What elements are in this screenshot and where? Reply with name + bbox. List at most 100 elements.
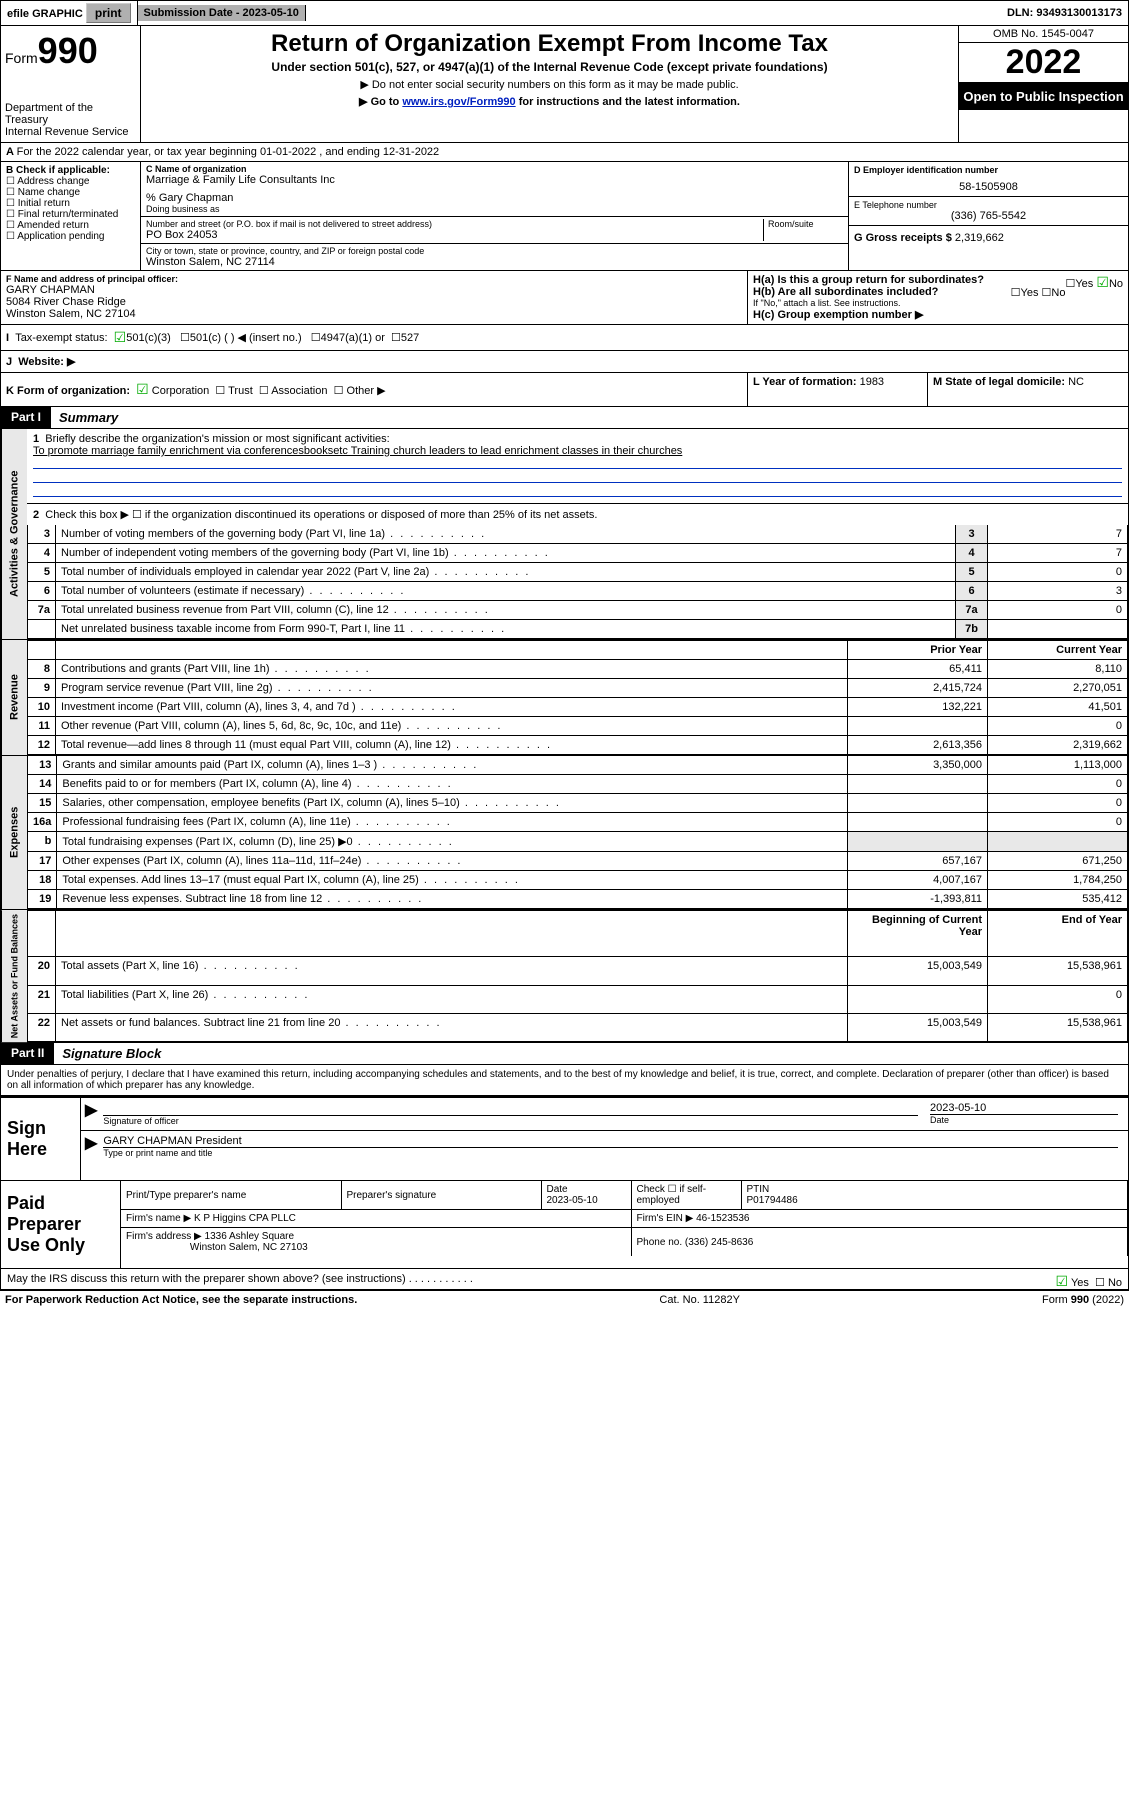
vlabel-na: Net Assets or Fund Balances: [1, 910, 27, 1042]
block-b: B Check if applicable: ☐ Address change …: [1, 162, 141, 270]
declaration-text: Under penalties of perjury, I declare th…: [0, 1065, 1129, 1096]
ptin-label: PTIN: [747, 1184, 770, 1195]
signer-name: GARY CHAPMAN President: [103, 1135, 1118, 1147]
firm-ein: 46-1523536: [696, 1213, 749, 1224]
page-footer: For Paperwork Reduction Act Notice, see …: [0, 1290, 1129, 1309]
chk-amended[interactable]: ☐ Amended return: [6, 220, 135, 231]
table-ag: 3Number of voting members of the governi…: [27, 525, 1128, 639]
firm-phone: (336) 245-8636: [685, 1237, 753, 1248]
dba-label: Doing business as: [146, 204, 843, 214]
org-name-label: C Name of organization: [146, 164, 843, 174]
dln-label: DLN: 93493130013173: [1001, 5, 1128, 21]
sign-block: Sign Here ▶ Signature of officer 2023-05…: [0, 1096, 1129, 1181]
chk-corp[interactable]: ☑: [136, 381, 149, 397]
hc-row: H(c) Group exemption number ▶: [753, 308, 1123, 321]
org-name: Marriage & Family Life Consultants Inc: [146, 174, 843, 186]
chk-final[interactable]: ☐ Final return/terminated: [6, 209, 135, 220]
omb-number: OMB No. 1545-0047: [959, 26, 1128, 43]
firm-ein-label: Firm's EIN ▶: [637, 1213, 694, 1224]
hb-note: If "No," attach a list. See instructions…: [753, 298, 1123, 308]
ptin-value: P01794486: [747, 1195, 798, 1206]
phone-label: E Telephone number: [854, 200, 1123, 210]
part2-header: Part II Signature Block: [0, 1043, 1129, 1065]
form-number: Form990: [5, 30, 136, 72]
chk-501c3[interactable]: ☑: [114, 329, 127, 346]
top-bar: efile GRAPHIC print Submission Date - 20…: [0, 0, 1129, 26]
ein-label: D Employer identification number: [854, 165, 1123, 175]
irs-label: Internal Revenue Service: [5, 126, 136, 138]
note-goto: ▶ Go to www.irs.gov/Form990 for instruct…: [149, 95, 950, 108]
print-button[interactable]: print: [86, 3, 131, 23]
arrow-icon: ▶: [85, 1100, 97, 1128]
preparer-block: Paid Preparer Use Only Print/Type prepar…: [0, 1181, 1129, 1269]
discuss-row: May the IRS discuss this return with the…: [0, 1269, 1129, 1290]
ein-value: 58-1505908: [854, 181, 1123, 193]
signer-name-label: Type or print name and title: [103, 1147, 1118, 1158]
sig-date: 2023-05-10: [930, 1102, 1118, 1114]
form-title: Return of Organization Exempt From Incom…: [149, 30, 950, 58]
table-revenue: Prior YearCurrent Year8Contributions and…: [27, 640, 1128, 755]
part1-header: Part I Summary: [0, 407, 1129, 429]
discuss-yes[interactable]: ☑: [1056, 1273, 1069, 1289]
prep-date-label: Date: [547, 1184, 568, 1195]
firm-addr2: Winston Salem, NC 27103: [190, 1242, 308, 1253]
firm-phone-label: Phone no.: [637, 1237, 683, 1248]
care-of: % Gary Chapman: [146, 192, 843, 204]
tax-year: 2022: [959, 43, 1128, 83]
efile-label: efile GRAPHIC print: [1, 1, 138, 25]
vlabel-exp: Expenses: [1, 756, 27, 909]
part1-netassets: Net Assets or Fund Balances Beginning of…: [0, 910, 1129, 1043]
room-label: Room/suite: [763, 219, 843, 241]
street-label: Number and street (or P.O. box if mail i…: [146, 219, 763, 229]
chk-name[interactable]: ☐ Name change: [6, 187, 135, 198]
open-public-banner: Open to Public Inspection: [959, 83, 1128, 110]
mission-label: Briefly describe the organization's miss…: [45, 433, 389, 445]
line2-text: Check this box ▶ ☐ if the organization d…: [45, 509, 597, 521]
city-value: Winston Salem, NC 27114: [146, 256, 843, 268]
section-a-period: A For the 2022 calendar year, or tax yea…: [0, 143, 1129, 162]
form-header: Form990 Department of the Treasury Inter…: [0, 26, 1129, 143]
identity-block: B Check if applicable: ☐ Address change …: [0, 162, 1129, 271]
officer-label: F Name and address of principal officer:: [6, 274, 742, 284]
ha-row: H(a) Is this a group return for subordin…: [753, 274, 1123, 286]
irs-link[interactable]: www.irs.gov/Form990: [402, 96, 515, 108]
footer-right: Form 990 (2022): [1042, 1294, 1124, 1306]
firm-name: K P Higgins CPA PLLC: [194, 1213, 296, 1224]
gross-value: 2,319,662: [955, 232, 1004, 244]
mission-text: To promote marriage family enrichment vi…: [33, 445, 682, 457]
part1-revenue: Revenue Prior YearCurrent Year8Contribut…: [0, 640, 1129, 756]
firm-addr1: 1336 Ashley Square: [205, 1231, 295, 1242]
prep-sig-label: Preparer's signature: [347, 1190, 437, 1201]
form-subtitle: Under section 501(c), 527, or 4947(a)(1)…: [149, 60, 950, 74]
firm-addr-label: Firm's address ▶: [126, 1231, 202, 1242]
dept-treasury: Department of the Treasury: [5, 102, 136, 126]
officer-addr2: Winston Salem, NC 27104: [6, 308, 742, 320]
officer-name: GARY CHAPMAN: [6, 284, 742, 296]
preparer-label: Paid Preparer Use Only: [1, 1181, 121, 1268]
table-netassets: Beginning of Current YearEnd of Year20To…: [27, 910, 1128, 1042]
table-expenses: 13Grants and similar amounts paid (Part …: [27, 756, 1128, 909]
street-value: PO Box 24053: [146, 229, 763, 241]
firm-label: Firm's name ▶: [126, 1213, 191, 1224]
chk-initial[interactable]: ☐ Initial return: [6, 198, 135, 209]
footer-left: For Paperwork Reduction Act Notice, see …: [5, 1294, 357, 1306]
chk-address[interactable]: ☐ Address change: [6, 176, 135, 187]
prep-selfemp[interactable]: Check ☐ if self-employed: [637, 1184, 707, 1206]
gross-label: G Gross receipts $: [854, 232, 952, 244]
block-de: D Employer identification number 58-1505…: [848, 162, 1128, 270]
part1-expenses: Expenses 13Grants and similar amounts pa…: [0, 756, 1129, 910]
footer-cat: Cat. No. 11282Y: [659, 1294, 740, 1306]
vlabel-rev: Revenue: [1, 640, 27, 755]
part1-body: Activities & Governance 1 Briefly descri…: [0, 429, 1129, 640]
block-c: C Name of organization Marriage & Family…: [141, 162, 848, 270]
block-i: I Tax-exempt status: ☑ 501(c)(3) ☐ 501(c…: [0, 325, 1129, 351]
prep-date: 2023-05-10: [547, 1195, 598, 1206]
chk-pending[interactable]: ☐ Application pending: [6, 231, 135, 242]
arrow-icon: ▶: [85, 1133, 97, 1160]
block-fh: F Name and address of principal officer:…: [0, 271, 1129, 325]
sign-here-label: Sign Here: [1, 1098, 81, 1180]
phone-value: (336) 765-5542: [854, 210, 1123, 222]
prep-name-label: Print/Type preparer's name: [126, 1190, 246, 1201]
vlabel-ag: Activities & Governance: [1, 429, 27, 639]
note-ssn: ▶ Do not enter social security numbers o…: [149, 78, 950, 91]
